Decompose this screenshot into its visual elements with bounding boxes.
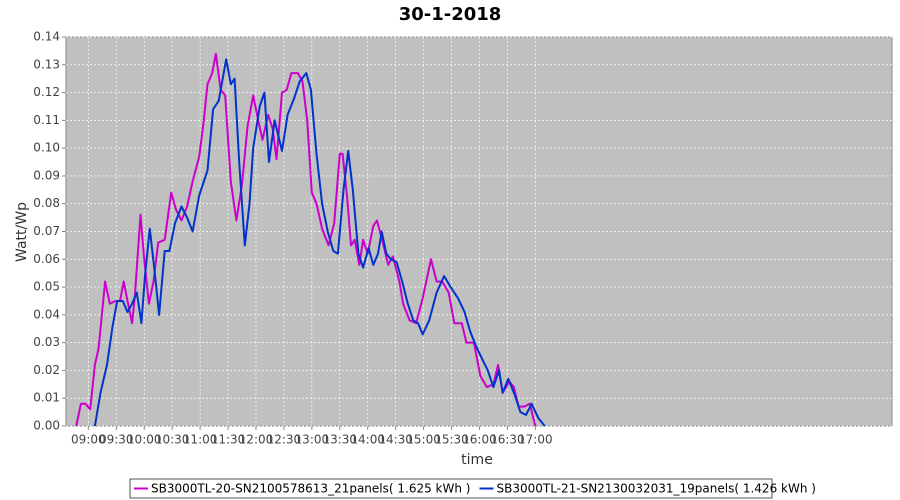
x-tick-label: 13:30 bbox=[322, 433, 357, 447]
x-tick-label: 17:00 bbox=[518, 433, 553, 447]
x-tick-label: 12:30 bbox=[267, 433, 302, 447]
x-tick-label: 16:30 bbox=[490, 433, 525, 447]
y-tick-label: 0.14 bbox=[33, 30, 60, 44]
legend bbox=[129, 478, 773, 499]
x-tick-label: 11:00 bbox=[183, 433, 218, 447]
y-tick-label: 0.08 bbox=[33, 196, 60, 210]
chart-title: 30-1-2018 bbox=[399, 4, 502, 25]
y-axis-label: Watt/Wp bbox=[14, 202, 30, 262]
x-tick-label: 10:30 bbox=[155, 433, 190, 447]
y-tick-label: 0.01 bbox=[33, 391, 60, 405]
x-tick-label: 10:00 bbox=[127, 433, 162, 447]
x-tick-label: 14:30 bbox=[378, 433, 413, 447]
y-tick-label: 0.06 bbox=[33, 252, 60, 266]
x-tick-label: 14:00 bbox=[350, 433, 385, 447]
y-tick-label: 0.11 bbox=[33, 113, 60, 127]
x-tick-label: 09:00 bbox=[71, 433, 106, 447]
x-axis-label: time bbox=[461, 452, 493, 468]
y-tick-label: 0.12 bbox=[33, 85, 60, 99]
y-tick-label: 0.00 bbox=[33, 419, 60, 433]
legend-label: SB3000TL-21-SN2130032031_19panels( 1.426… bbox=[496, 482, 815, 496]
y-tick-label: 0.02 bbox=[33, 363, 60, 377]
y-tick-label: 0.05 bbox=[33, 280, 60, 294]
y-tick-label: 0.03 bbox=[33, 335, 60, 349]
y-tick-label: 0.04 bbox=[33, 307, 60, 321]
x-tick-label: 09:30 bbox=[99, 433, 134, 447]
x-tick-label: 13:00 bbox=[295, 433, 330, 447]
y-tick-label: 0.09 bbox=[33, 168, 60, 182]
y-tick-label: 0.10 bbox=[33, 141, 60, 155]
x-tick-label: 16:00 bbox=[462, 433, 497, 447]
series-line bbox=[75, 52, 537, 427]
x-tick-label: 12:00 bbox=[239, 433, 274, 447]
y-tick-label: 0.13 bbox=[33, 57, 60, 71]
y-tick-label: 0.07 bbox=[33, 224, 60, 238]
series-line bbox=[93, 58, 546, 427]
x-tick-label: 15:30 bbox=[434, 433, 469, 447]
x-tick-label: 11:30 bbox=[211, 433, 246, 447]
legend-label: SB3000TL-20-SN2100578613_21panels( 1.625… bbox=[151, 482, 470, 496]
x-tick-label: 15:00 bbox=[406, 433, 441, 447]
